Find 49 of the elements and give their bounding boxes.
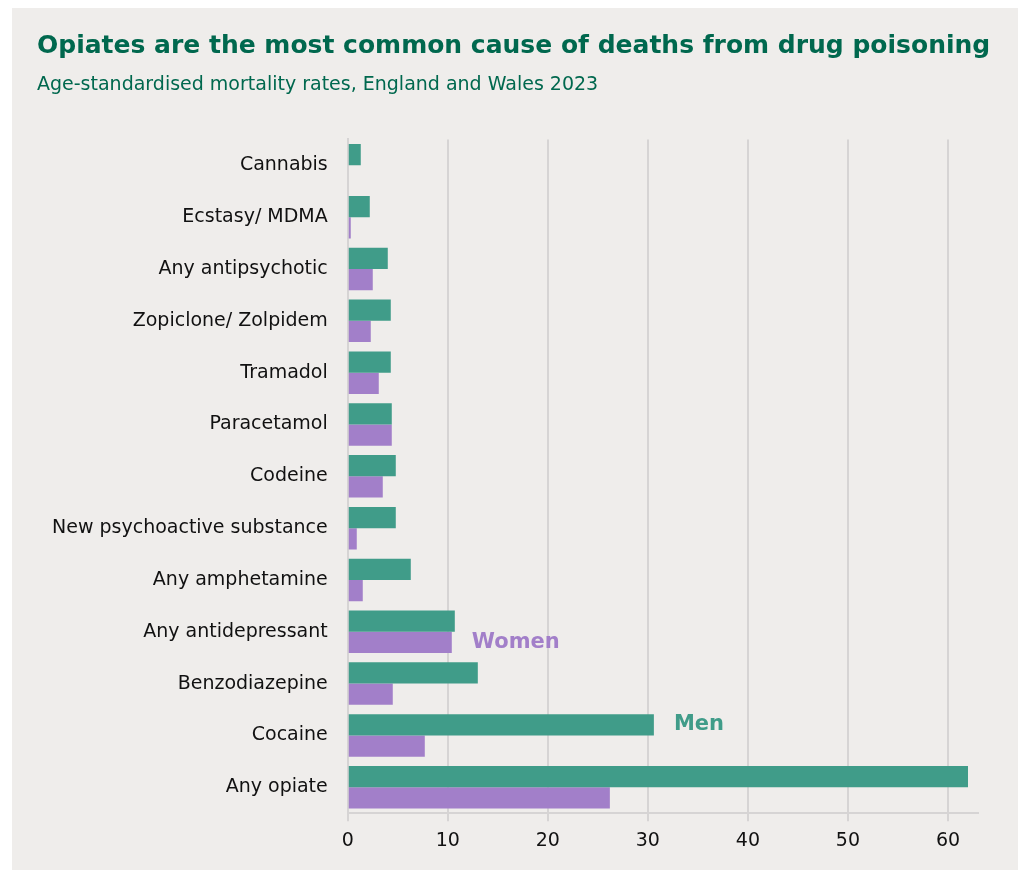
chart-subtitle: Age-standardised mortality rates, England and Wales 2023	[37, 72, 599, 94]
y-tick-label: Any antipsychotic	[158, 255, 328, 278]
bar	[348, 424, 392, 446]
y-tick-label: Any antidepressant	[143, 618, 328, 641]
x-tick-label: 10	[435, 827, 460, 850]
bar	[348, 787, 610, 809]
bar	[348, 683, 393, 705]
bar	[348, 217, 351, 239]
y-tick-label: Codeine	[250, 463, 328, 486]
bar	[348, 558, 411, 580]
bar	[348, 144, 361, 166]
x-tick-label: 40	[735, 827, 761, 850]
y-tick-label: Any opiate	[225, 774, 328, 797]
bar	[348, 351, 391, 373]
bar	[348, 714, 654, 736]
bar	[348, 631, 452, 654]
x-tick-label: 30	[635, 827, 660, 850]
chart-title: Opiates are the most common cause of deaths from drug poisoning	[37, 30, 991, 59]
x-tick-label: 0	[341, 827, 354, 850]
y-tick-label: Any amphetamine	[152, 566, 328, 589]
bar	[348, 455, 396, 477]
bar	[348, 372, 379, 394]
bar	[348, 528, 357, 550]
bar	[348, 320, 371, 343]
y-tick-label: Cocaine	[251, 722, 328, 745]
bar	[348, 403, 392, 425]
bar	[348, 299, 391, 321]
bar	[348, 579, 363, 602]
series-label: Men	[673, 711, 724, 736]
series-label: Women	[471, 628, 560, 653]
bar	[348, 735, 425, 757]
y-tick-label: Paracetamol	[209, 411, 328, 434]
y-tick-label: Zopiclone/ Zolpidem	[132, 307, 328, 330]
x-tick-label: 50	[835, 827, 861, 850]
bar	[348, 268, 373, 291]
bar	[348, 610, 455, 632]
y-tick-label: New psychoactive substance	[51, 515, 328, 538]
y-tick-label: Cannabis	[239, 152, 328, 175]
y-tick-label: Ecstasy/ MDMA	[182, 204, 328, 227]
y-tick-label: Benzodiazepine	[177, 670, 328, 693]
bar	[348, 662, 478, 684]
bar	[348, 506, 396, 529]
bar	[348, 247, 388, 269]
x-tick-label: 60	[935, 827, 961, 850]
x-tick-label: 20	[535, 827, 560, 850]
bar	[348, 476, 383, 498]
bar	[348, 766, 968, 788]
y-tick-label: Tramadol	[239, 359, 328, 382]
bar	[348, 195, 370, 218]
